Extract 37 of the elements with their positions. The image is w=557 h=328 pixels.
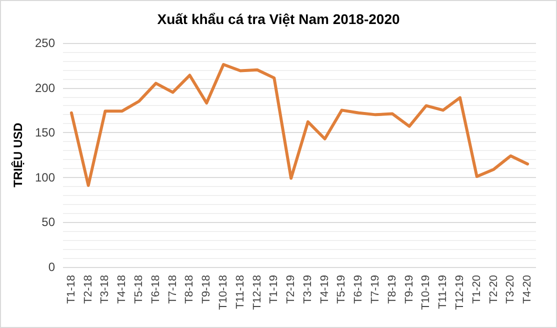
x-tick-label: T8-19 xyxy=(386,275,398,304)
x-tick-label: T5-18 xyxy=(133,275,146,304)
x-tick-label: T3-19 xyxy=(302,275,314,304)
y-tick-label: 50 xyxy=(42,215,56,230)
x-tick-label: T4-19 xyxy=(318,275,331,304)
y-tick-label: 150 xyxy=(34,126,56,140)
x-tick-label: T9-19 xyxy=(403,275,416,304)
y-tick-label: 250 xyxy=(34,36,56,50)
x-tick-label: T10-19 xyxy=(420,275,432,310)
x-tick-label: T2-19 xyxy=(285,275,298,304)
x-tick-label: T2-20 xyxy=(488,275,500,304)
x-tick-label: T7-18 xyxy=(166,275,179,304)
y-tick-label: 200 xyxy=(34,80,56,95)
x-tick-label: T5-19 xyxy=(336,275,348,304)
x-tick-label: T1-18 xyxy=(65,275,78,304)
x-tick-label: T3-18 xyxy=(99,275,112,304)
x-tick-label: T12-18 xyxy=(251,275,264,310)
x-tick-label: T11-18 xyxy=(234,275,246,310)
x-tick-label: T3-20 xyxy=(504,275,517,304)
y-axis-title: TRIỆU USD xyxy=(11,122,26,188)
x-tick-label: T7-19 xyxy=(370,275,382,304)
x-tick-label: T8-18 xyxy=(184,275,196,304)
x-tick-label: T4-20 xyxy=(522,275,534,304)
line-series xyxy=(70,63,530,187)
x-tick-label: T10-18 xyxy=(217,275,230,310)
x-tick-label: T6-19 xyxy=(352,275,365,304)
x-tick-label: T12-19 xyxy=(454,275,466,310)
y-tick-label: 0 xyxy=(48,260,56,274)
x-tick-label: T9-18 xyxy=(200,275,213,304)
x-tick-label: T6-18 xyxy=(150,275,162,304)
x-tick-label: T2-18 xyxy=(82,275,94,304)
x-tick-label: T11-19 xyxy=(437,275,450,310)
x-tick-label: T1-20 xyxy=(470,275,483,304)
x-tick-label: T1-19 xyxy=(268,275,280,304)
chart-title: Xuất khẩu cá tra Việt Nam 2018-2020 xyxy=(157,11,400,27)
x-tick-label: T4-18 xyxy=(116,275,128,304)
y-tick-label: 100 xyxy=(34,170,56,184)
